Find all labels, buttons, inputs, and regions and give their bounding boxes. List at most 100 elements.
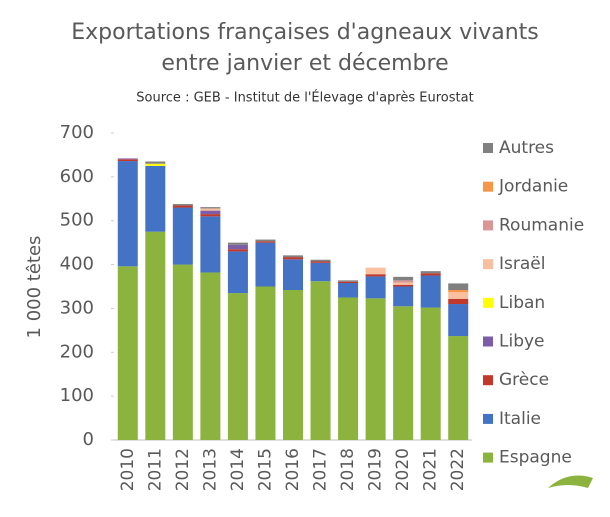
y-tick-label: 400 (60, 254, 94, 275)
y-tick-label: 300 (60, 297, 94, 318)
legend-label: Espagne (499, 448, 572, 468)
x-tick-label: 2012 (173, 448, 193, 491)
x-tick-label: 2011 (145, 448, 165, 491)
bar-segment (420, 273, 441, 276)
legend-swatch (483, 297, 493, 308)
bar-segment (227, 251, 248, 294)
bar-segment (393, 284, 414, 287)
bar-segment (448, 290, 469, 293)
bar-segment (117, 161, 138, 267)
bar-segment (338, 297, 359, 440)
bar-segment (448, 298, 469, 305)
legend-swatch (483, 336, 493, 347)
bar-segment (227, 244, 248, 250)
logo (548, 475, 593, 488)
bar-segment (310, 261, 331, 263)
bar-segment (283, 259, 303, 291)
x-tick-label: 2010 (118, 448, 138, 491)
legend-swatch (483, 181, 493, 192)
x-tick-label: 2021 (421, 448, 441, 491)
bar-segment (283, 255, 303, 258)
bar-segment (393, 286, 414, 307)
bar-segment (338, 281, 359, 283)
legend-swatch (483, 220, 493, 231)
x-tick-label: 2022 (448, 448, 468, 491)
bar-segment (420, 271, 441, 274)
legend-swatch (483, 413, 493, 424)
bar-segment (117, 159, 138, 162)
y-tick-label: 100 (60, 385, 94, 406)
bar-segment (448, 336, 469, 440)
bar-segment (117, 158, 138, 160)
bar-segment (255, 241, 276, 243)
legend-label: Liban (499, 293, 545, 313)
bar-segment (200, 214, 221, 217)
bar-segment (338, 280, 359, 282)
bar-segment (145, 165, 166, 232)
legend-swatch (483, 452, 493, 463)
y-tick-label: 600 (60, 166, 94, 187)
x-tick-label: 2019 (366, 448, 386, 491)
bar-segment (255, 239, 276, 242)
bar-segment (310, 259, 331, 262)
legend-label: Jordanie (498, 177, 568, 197)
bar-segment (172, 264, 193, 440)
y-tick-label: 0 (83, 429, 94, 450)
bar-segment (172, 207, 193, 265)
y-axis-label: 1 000 têtes (24, 236, 45, 339)
bar-segment (145, 161, 166, 164)
bar-segment (283, 290, 303, 440)
bar-segment (393, 276, 414, 281)
y-tick-label: 200 (60, 341, 94, 362)
x-tick-label: 2013 (200, 448, 220, 491)
legend-swatch (483, 375, 493, 386)
legend-label: Roumanie (499, 215, 584, 235)
x-tick-label: 2017 (311, 448, 331, 491)
bar-segment (448, 292, 469, 299)
bar-segment (310, 262, 331, 282)
bar-segment (145, 163, 166, 166)
bar-segment (145, 231, 166, 440)
bar-segment (255, 286, 276, 440)
bar-segment (393, 306, 414, 440)
bar-segment (310, 281, 331, 440)
bar-segment (283, 257, 303, 260)
legend-label: Italie (499, 409, 541, 429)
legend-label: Autres (499, 138, 554, 158)
bar-segment (227, 293, 248, 440)
x-tick-label: 2020 (393, 448, 413, 491)
legend-label: Grèce (499, 370, 549, 390)
bar-segment (420, 307, 441, 440)
bar-segment (227, 242, 248, 245)
bar-segment (338, 282, 359, 298)
chart-title: Exportations françaises d'agneaux vivant… (71, 20, 539, 45)
bar-segment (227, 249, 248, 252)
legend-label: Libye (499, 332, 545, 352)
y-tick-label: 700 (60, 122, 94, 143)
bar-segment (365, 276, 386, 299)
bar-segment (365, 274, 386, 277)
x-tick-label: 2016 (283, 448, 303, 491)
bar-segment (117, 266, 138, 440)
bar-segment (172, 205, 193, 208)
bar-segment (172, 204, 193, 206)
chart-title: entre janvier et décembre (161, 51, 448, 76)
x-tick-label: 2014 (228, 448, 248, 491)
bar-segment (393, 282, 414, 285)
legend-label: Israël (499, 254, 545, 274)
bar-segment (200, 216, 221, 273)
y-tick-label: 500 (60, 210, 94, 231)
legend-swatch (483, 143, 493, 153)
chart-subtitle: Source : GEB - Institut de l'Élevage d'a… (136, 90, 473, 106)
bar-segment (200, 272, 221, 440)
x-tick-label: 2015 (255, 448, 275, 491)
bar-segment (255, 242, 276, 287)
bar-segment (448, 283, 469, 291)
legend-swatch (483, 259, 493, 270)
bar-segment (200, 210, 221, 215)
bar-segment (200, 208, 221, 211)
x-tick-label: 2018 (338, 448, 358, 491)
bar-segment (448, 304, 469, 337)
bar-segment (420, 275, 441, 308)
